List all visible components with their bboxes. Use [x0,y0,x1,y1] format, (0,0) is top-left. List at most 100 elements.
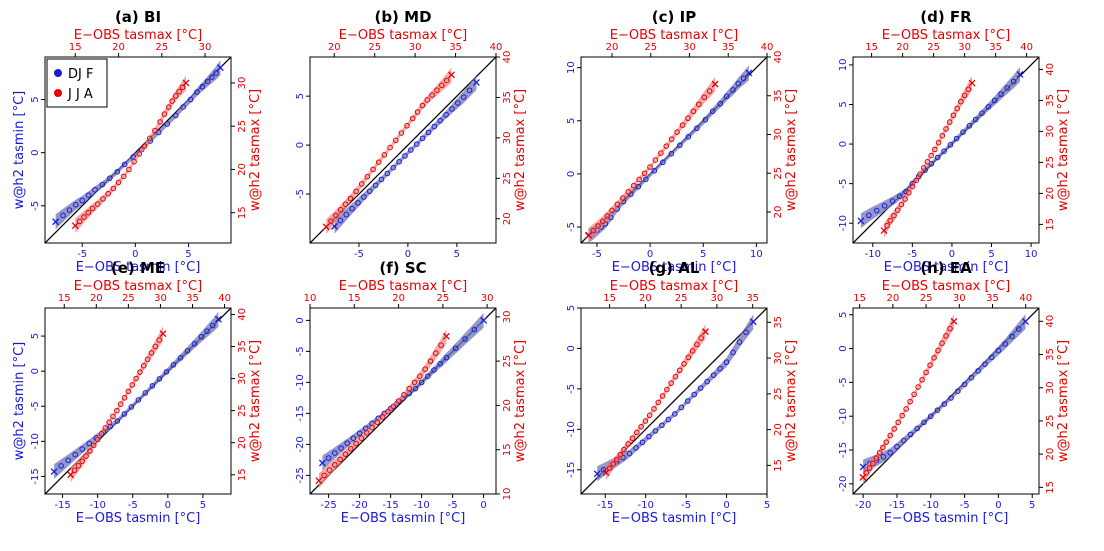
x2-tick-label: 10 [304,293,317,304]
jja-quantile-point [935,139,942,146]
djf-quantile-point [694,125,700,132]
jja-quantile-point [321,472,327,479]
plot-area [310,308,496,494]
jja-quantile-point [659,393,666,399]
plot-frame [309,56,497,244]
plot-area [45,308,231,494]
jja-quantile-point [706,88,713,94]
plot-frame [852,307,1040,495]
y2-tick-label: 30 [502,132,513,145]
djf-quantile-point [419,135,426,142]
jja-quantile-point [613,456,620,463]
djf-quantile-point [934,154,941,161]
jja-quantile-point [328,218,334,224]
x2-tick-label: 40 [761,42,774,53]
jja-quantile-point [629,435,636,442]
jja-confidence-band [588,76,716,243]
y-axis-label: w@h2 tasmin [°C] [12,91,27,209]
djf-quantile-point [378,176,385,183]
x-tick-label: 0 [949,249,955,260]
djf-quantile-point [665,416,672,423]
panel-title: (a) BI [115,8,161,26]
jja-quantile-point [409,115,416,122]
jja-quantile-point [907,398,913,405]
y2-tick-label: 20 [502,212,513,225]
x2-tick-label: 25 [122,293,135,304]
x-axis-label: E−OBS tasmin [°C] [76,260,201,275]
jja-quantile-point [679,122,686,128]
djf-quantile-point [413,141,420,147]
y2-tick-label: 10 [502,488,513,501]
y-tick-label: 5 [838,101,849,107]
x-tick-label: -5 [448,500,458,511]
djf-quantile-point [443,111,449,118]
x-tick-label: -10 [865,249,881,260]
djf-quantile-point [135,397,142,403]
y2-tick-label: 20 [773,423,784,436]
plot-area [853,57,1039,243]
x2-tick-label: 20 [886,293,899,304]
x2-tick-label: 35 [186,293,199,304]
jja-quantile-point [353,440,359,447]
jja-quantile-point [685,115,691,122]
x-tick-label: -5 [77,249,87,260]
jja-quantile-point [676,367,683,374]
jja-quantile-point [414,109,421,115]
jja-quantile-point [646,412,653,419]
jja-quantile-point [651,406,657,412]
x-tick-label: -5 [128,500,138,511]
jja-quantile-point [165,104,172,110]
y-tick-label: -5 [838,377,849,387]
x-tick-label: 5 [1029,500,1035,511]
jja-quantile-point [79,458,85,465]
x2-tick-label: 40 [490,42,503,53]
plot-area [853,308,1039,494]
djf-quantile-point [684,398,691,404]
jja-quantile-point [333,212,339,219]
djf-quantile-point [998,91,1004,97]
x2-tick-label: 20 [112,42,125,53]
jja-quantile-point [419,102,426,109]
jja-quantile-point [114,407,120,414]
djf-quantile-point [452,345,459,352]
jja-quantile-point [434,87,440,93]
x2-axis-label: E−OBS tasmax [°C] [610,279,738,294]
djf-quantile-point [460,94,467,100]
jja-quantile-point [939,340,945,347]
x2-tick-label: 30 [481,293,494,304]
jja-quantile-point [106,419,112,425]
plot-frame [309,307,497,495]
x2-tick-label: 40 [218,293,231,304]
x-tick-label: 5 [200,500,206,511]
djf-quantile-point [985,104,992,110]
y-tick-label: -10 [566,421,577,437]
x-tick-label: -20 [855,500,871,511]
djf-quantile-point [677,142,683,149]
y-tick-label: -10 [838,215,849,231]
x2-axis-label: E−OBS tasmax [°C] [610,28,738,43]
jja-quantile-point [909,183,916,190]
jja-quantile-point [406,385,413,392]
y2-axis-label: w@h2 tasmax [°C] [1056,340,1071,462]
y2-tick-label: 25 [502,355,513,368]
chart-panel-5: (f) SC -25 -20 -15 -10 -5 0 10 15 20 25 30 -25 -20 -15… [295,259,528,526]
djf-quantile-point [953,135,960,142]
jja-quantile-point [424,97,431,103]
y2-axis-label: w@h2 tasmax [°C] [248,89,263,211]
y2-tick-label: 20 [502,399,513,412]
djf-quantile-point [462,336,468,342]
y-tick-label: 0 [30,149,41,155]
djf-quantile-point [343,211,350,218]
x-tick-label: 10 [750,249,763,260]
jja-quantile-point [630,182,637,189]
djf-quantile-point [60,212,66,219]
djf-quantile-point [384,170,391,177]
jja-quantile-point [353,188,359,195]
x2-tick-label: 40 [1020,42,1033,53]
djf-quantile-point [408,147,414,153]
jja-quantile-point [911,391,917,398]
y2-tick-label: 25 [1045,415,1056,428]
x-tick-label: -15 [382,500,398,511]
x2-tick-label: 35 [989,42,1002,53]
djf-quantile-point [697,385,704,391]
